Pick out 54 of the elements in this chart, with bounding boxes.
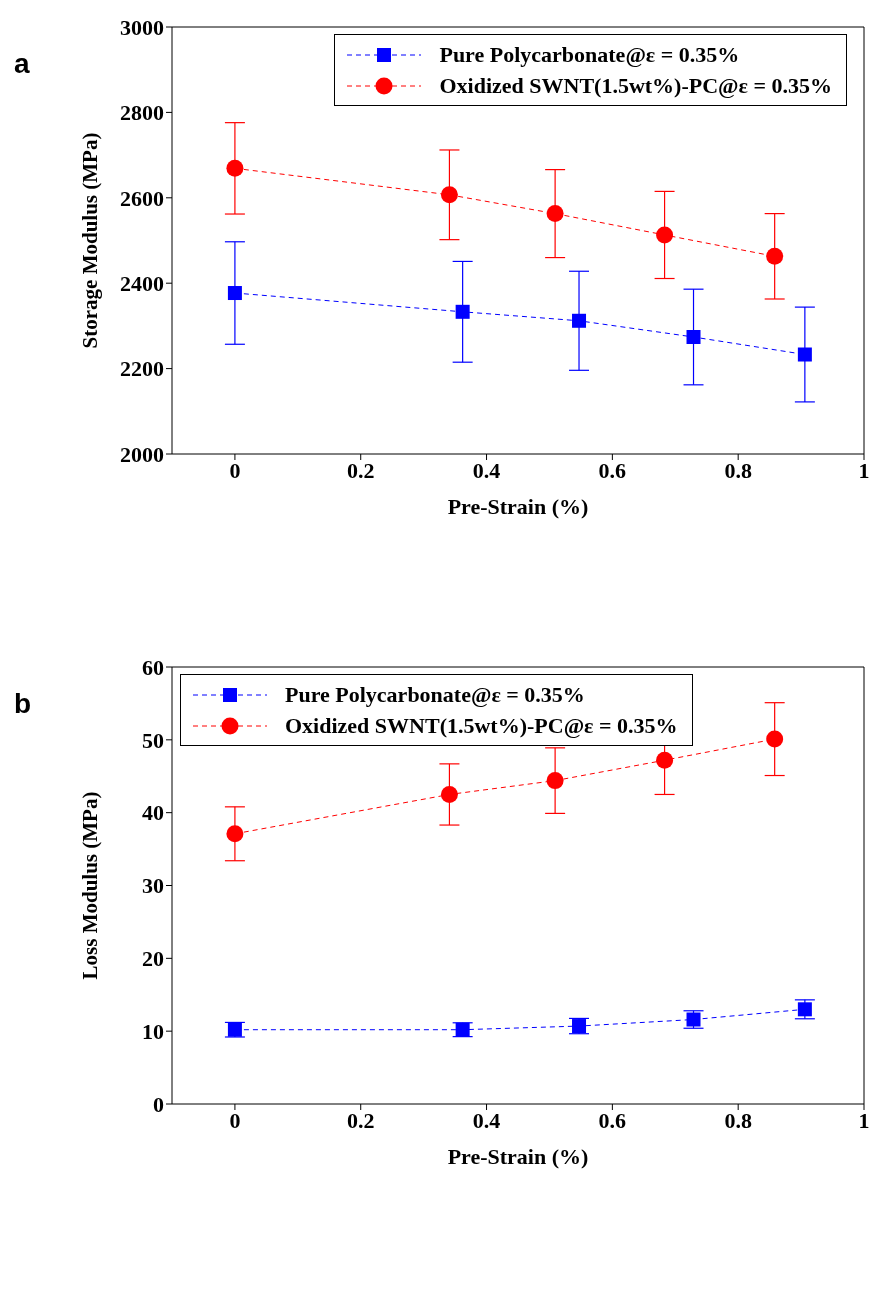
point <box>455 1022 470 1037</box>
x-tick-label: 0.6 <box>598 1107 627 1133</box>
y-tick-label: 40 <box>142 800 164 826</box>
point <box>227 1022 242 1037</box>
point <box>572 313 587 328</box>
y-axis-title: Loss Modulus (MPa) <box>78 791 103 980</box>
y-tick-label: 60 <box>142 654 164 680</box>
y-tick-label: 3000 <box>120 14 164 40</box>
point <box>656 226 674 244</box>
y-tick-label: 20 <box>142 946 164 972</box>
point <box>440 186 458 204</box>
x-tick-label: 0 <box>229 1107 241 1133</box>
y-tick-label: 30 <box>142 873 164 899</box>
x-tick-label: 0 <box>229 457 241 483</box>
x-axis-title: Pre-Strain (%) <box>447 494 589 519</box>
y-axis-title: Storage Modulus (MPa) <box>78 132 103 349</box>
point <box>440 785 458 803</box>
point <box>455 304 470 319</box>
point <box>572 1019 587 1034</box>
point <box>686 1012 701 1027</box>
point <box>546 205 564 223</box>
x-tick-label: 1 <box>858 457 870 483</box>
y-tick-label: 0 <box>153 1091 164 1117</box>
x-tick-label: 0.4 <box>472 1107 501 1133</box>
point <box>656 751 674 769</box>
text: a <box>14 48 30 80</box>
x-tick-label: 0.8 <box>724 457 752 483</box>
point <box>546 772 564 790</box>
y-tick-label: 2800 <box>120 100 164 126</box>
x-tick-label: 0.4 <box>472 457 501 483</box>
y-tick-label: 2400 <box>120 271 164 297</box>
x-tick-label: 0.8 <box>724 1107 752 1133</box>
point <box>797 347 812 362</box>
point <box>766 730 784 748</box>
y-tick-label: 2000 <box>120 441 164 467</box>
legend-label: Oxidized SWNT(1.5wt%)-PC@ε = 0.35% <box>285 712 678 739</box>
point <box>226 825 244 843</box>
point <box>227 286 242 301</box>
x-tick-label: 1 <box>858 1107 870 1133</box>
legend-label: Pure Polycarbonate@ε = 0.35% <box>439 41 740 68</box>
legend-label: Oxidized SWNT(1.5wt%)-PC@ε = 0.35% <box>439 72 832 99</box>
x-tick-label: 0.6 <box>598 457 627 483</box>
y-tick-label: 50 <box>142 727 164 753</box>
x-tick-label: 0.2 <box>346 1107 375 1133</box>
y-tick-label: 10 <box>142 1018 164 1044</box>
point <box>226 159 244 177</box>
x-tick-label: 0.2 <box>346 457 375 483</box>
y-tick-label: 2200 <box>120 356 164 382</box>
text: b <box>14 688 32 720</box>
y-tick-label: 2600 <box>120 185 164 211</box>
legend-label: Pure Polycarbonate@ε = 0.35% <box>285 681 585 708</box>
x-axis-title: Pre-Strain (%) <box>447 1144 589 1169</box>
point <box>686 330 701 344</box>
point <box>766 247 784 265</box>
